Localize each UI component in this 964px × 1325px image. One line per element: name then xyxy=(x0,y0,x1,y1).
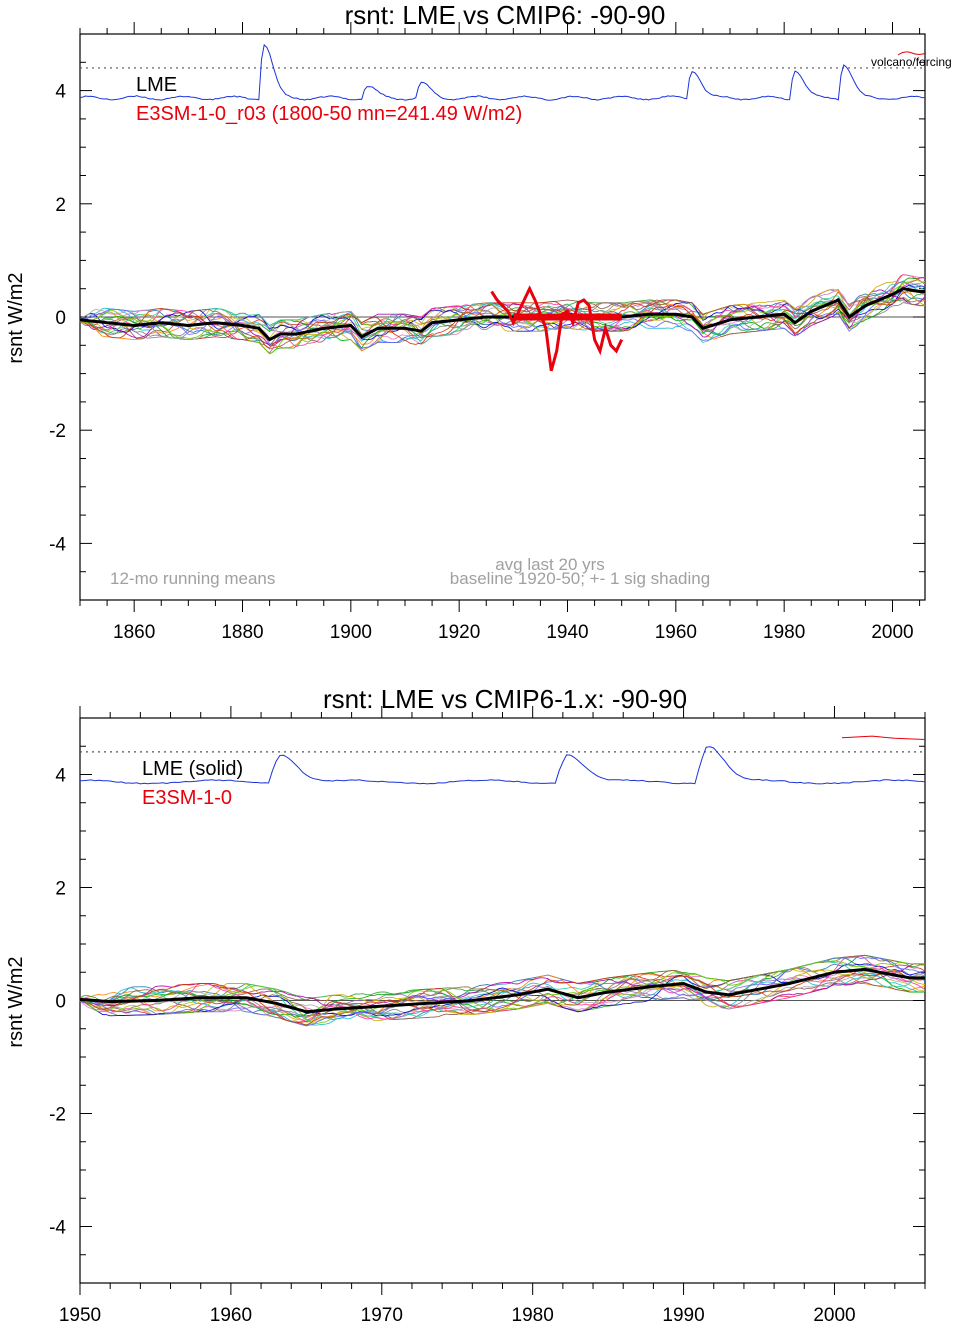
y-tick-label: 4 xyxy=(55,766,66,787)
ensemble-member-line xyxy=(79,969,926,1026)
x-tick-label: 1900 xyxy=(330,622,372,643)
ensemble-member-line xyxy=(79,285,926,341)
ensemble-member-line xyxy=(79,963,925,1011)
y-tick-label: 2 xyxy=(55,195,66,216)
ensemble-member-line xyxy=(79,280,926,350)
ensemble-member-line xyxy=(79,280,926,352)
bottom-panel: rsnt: LME vs CMIP6-1.x: -90-90 rsnt W/m2… xyxy=(5,684,926,1325)
y-tick-label: -4 xyxy=(49,1218,66,1239)
y-tick-label: 4 xyxy=(55,82,66,103)
ensemble-member-line xyxy=(79,274,926,341)
x-tick-label: 1920 xyxy=(438,622,480,643)
top-y-axis-label: rsnt W/m2 xyxy=(5,272,27,363)
e3sm-series-line xyxy=(490,285,624,372)
top-chart-title: rsnt: LME vs CMIP6: -90-90 xyxy=(345,0,666,30)
x-tick-label: 1960 xyxy=(210,1305,252,1325)
x-tick-label: 1990 xyxy=(662,1305,704,1325)
y-tick-label: 0 xyxy=(55,308,66,329)
ensemble-member-line xyxy=(79,280,926,355)
note-avg-last: avg last 20 yrs xyxy=(495,555,605,574)
ensemble-member-line xyxy=(79,955,926,1023)
x-tick-label: 1980 xyxy=(512,1305,554,1325)
x-tick-label: 1880 xyxy=(221,622,263,643)
top-legend-lme: LME xyxy=(136,74,177,96)
x-tick-label: 1960 xyxy=(655,622,697,643)
ensemble-member-line xyxy=(79,970,926,1013)
ensemble-member-line xyxy=(79,286,926,346)
x-tick-label: 2000 xyxy=(871,622,913,643)
x-tick-label: 1980 xyxy=(763,622,805,643)
x-tick-label: 1950 xyxy=(59,1305,101,1325)
bottom-chart-title: rsnt: LME vs CMIP6-1.x: -90-90 xyxy=(323,684,687,714)
ensemble-member-line xyxy=(79,954,926,1016)
ensemble-member-line xyxy=(79,963,926,1017)
note-running-means: 12-mo running means xyxy=(110,569,275,588)
note-baseline: baseline 1920-50; +- 1 sig shading xyxy=(450,569,710,588)
ensemble-member-line xyxy=(80,289,926,349)
y-tick-label: 2 xyxy=(55,879,66,900)
x-tick-label: 1970 xyxy=(361,1305,403,1325)
ensemble-member-line xyxy=(79,954,926,1012)
y-tick-label: -2 xyxy=(49,1105,66,1126)
x-tick-label: 1940 xyxy=(546,622,588,643)
ensemble-member-line xyxy=(79,294,926,350)
bottom-legend-lme: LME (solid) xyxy=(142,758,243,780)
lme-mean-line xyxy=(79,967,925,1014)
y-tick-label: -4 xyxy=(49,534,66,555)
ensemble-member-line xyxy=(79,956,926,1027)
bottom-y-axis-label: rsnt W/m2 xyxy=(5,956,27,1047)
top-legend-e3sm: E3SM-1-0_r03 (1800-50 mn=241.49 W/m2) xyxy=(136,103,522,125)
top-panel: rsnt: LME vs CMIP6: -90-90 rsnt W/m2 LME… xyxy=(5,0,952,643)
lme-mean-line xyxy=(79,287,925,342)
y-tick-label: -2 xyxy=(49,421,66,442)
volcano-label-red-mark xyxy=(897,51,927,56)
x-tick-label: 1860 xyxy=(113,622,155,643)
volcano-forcing-line xyxy=(79,746,926,785)
x-tick-label: 2000 xyxy=(813,1305,855,1325)
note-volcano: volcano/forcing xyxy=(871,55,952,69)
e3sm-forcing-line xyxy=(841,735,926,740)
ensemble-member-line xyxy=(79,277,925,354)
y-tick-label: 0 xyxy=(55,992,66,1013)
volcano-forcing-line xyxy=(79,43,926,101)
bottom-legend-e3sm: E3SM-1-0 xyxy=(142,787,232,809)
